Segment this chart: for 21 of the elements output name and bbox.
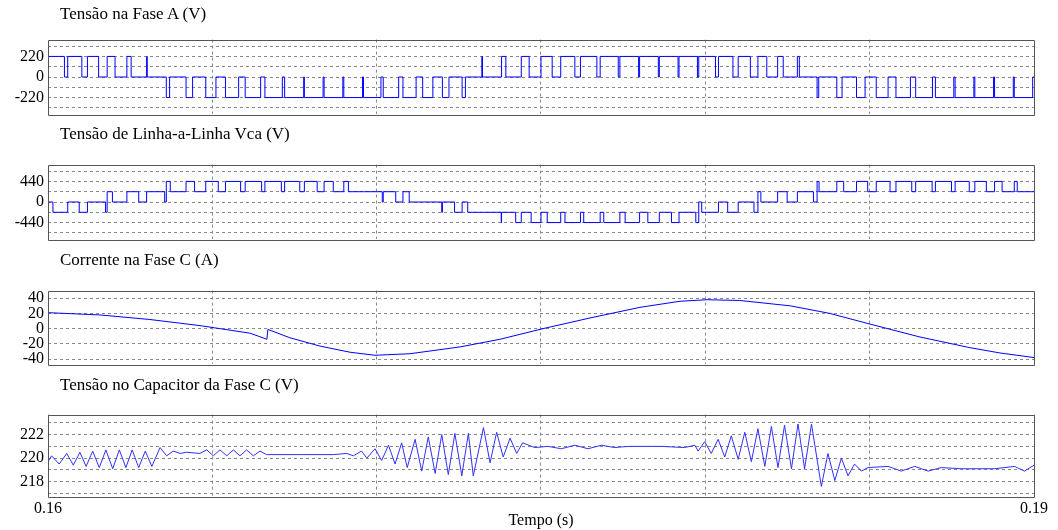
y-tick-label: 40 (28, 288, 44, 306)
y-tick-label: 220 (20, 448, 44, 466)
chart-title: Tensão de Linha-a-Linha Vca (V) (60, 124, 290, 144)
y-tick-label: 0 (36, 67, 44, 85)
y-tick-label: 222 (20, 424, 44, 442)
y-tick-label: -220 (14, 87, 44, 105)
chart-title: Corrente na Fase C (A) (60, 250, 219, 270)
y-tick-label: -440 (14, 212, 44, 230)
y-tick-label: -20 (22, 334, 44, 352)
y-tick-label: 20 (28, 303, 44, 321)
y-tick-label: 440 (20, 171, 44, 189)
y-tick-label: 218 (20, 471, 44, 489)
chart-title: Tensão na Fase A (V) (60, 4, 207, 24)
y-tick-label: 220 (20, 46, 44, 64)
x-tick-label: 0.19 (1020, 498, 1048, 516)
y-tick-label: -40 (22, 349, 44, 367)
y-tick-label: 0 (36, 192, 44, 210)
x-tick-label: 0.16 (34, 498, 62, 516)
chart-title: Tensão no Capacitor da Fase C (V) (60, 375, 299, 395)
y-tick-label: 0 (36, 318, 44, 336)
x-axis-title: Tempo (s) (508, 510, 574, 529)
